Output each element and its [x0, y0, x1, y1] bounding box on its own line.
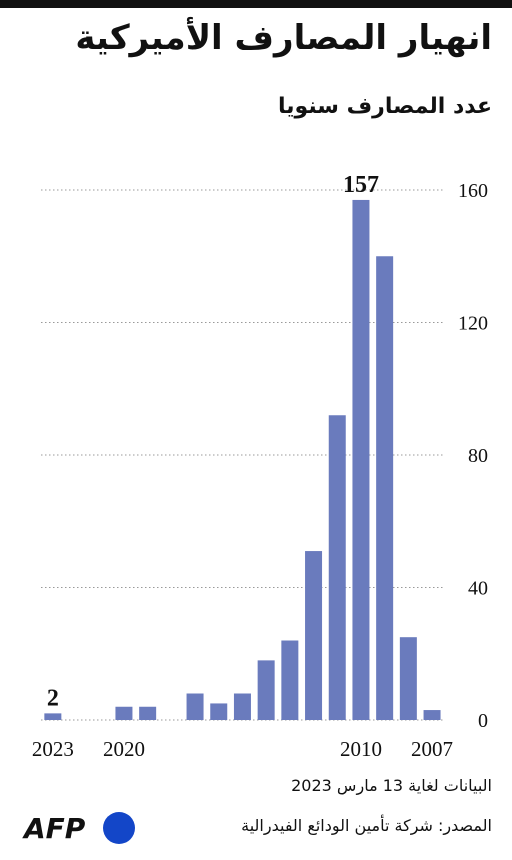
x-tick-label: 2023 [32, 737, 74, 761]
bar [399, 637, 417, 720]
bar [281, 640, 299, 720]
bar [423, 710, 441, 720]
bar [376, 256, 394, 720]
bar [328, 415, 346, 720]
bar [186, 693, 204, 720]
bar [305, 551, 323, 720]
x-tick-label: 2007 [411, 737, 453, 761]
note: البيانات لغاية 13 مارس 2023 [291, 776, 492, 795]
bar [139, 706, 157, 720]
bar [44, 713, 62, 720]
value-label: 2 [47, 685, 59, 711]
chart-subtitle: عدد المصارف سنويا [278, 94, 492, 119]
logo-circle [103, 812, 135, 844]
bar [210, 703, 228, 720]
bar [352, 199, 370, 720]
source: المصدر: شركة تأمين الودائع الفيدرالية [241, 816, 492, 835]
value-label: 157 [343, 172, 379, 198]
chart-title: انهيار المصارف الأميركية [75, 18, 492, 58]
x-tick-label: 2020 [103, 737, 145, 761]
x-tick-label: 2010 [340, 737, 382, 761]
y-tick-label: 120 [458, 313, 488, 335]
y-tick-label: 40 [468, 578, 488, 600]
bar [233, 693, 251, 720]
bar [115, 706, 133, 720]
top-bar [0, 0, 512, 8]
y-tick-label: 0 [478, 710, 488, 732]
y-tick-label: 160 [458, 180, 488, 202]
y-tick-label: 80 [468, 445, 488, 467]
bar [257, 660, 275, 720]
logo: AFP [22, 812, 86, 845]
